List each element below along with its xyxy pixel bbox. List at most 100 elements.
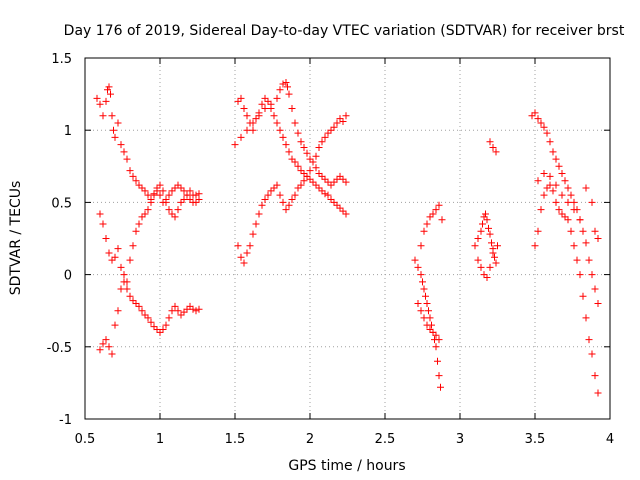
data-point <box>144 314 152 322</box>
data-point <box>192 198 200 206</box>
data-point <box>324 178 332 186</box>
data-point <box>237 94 245 102</box>
data-point <box>273 181 281 189</box>
data-point <box>117 263 125 271</box>
data-point <box>104 86 111 94</box>
data-point <box>114 307 122 315</box>
data-point <box>96 100 104 108</box>
data-point <box>315 184 323 192</box>
data-point <box>555 206 563 214</box>
data-point <box>312 164 320 172</box>
data-point <box>576 271 584 279</box>
data-point <box>105 83 113 91</box>
data-point <box>483 273 491 281</box>
data-point <box>315 170 323 178</box>
data-point <box>594 299 602 307</box>
data-point <box>339 175 347 183</box>
data-point <box>117 141 125 149</box>
data-point <box>270 112 278 120</box>
data-point <box>138 213 146 221</box>
data-point <box>477 227 485 235</box>
data-point <box>479 220 486 228</box>
data-point <box>153 184 161 192</box>
data-point <box>168 307 176 315</box>
data-point <box>189 305 197 313</box>
data-point <box>96 210 104 218</box>
data-point <box>138 184 146 192</box>
data-point <box>330 198 338 206</box>
data-point <box>129 242 137 250</box>
data-point <box>588 271 596 279</box>
data-point <box>120 148 128 156</box>
data-point <box>267 100 275 108</box>
data-point <box>330 123 338 131</box>
data-point <box>258 100 266 108</box>
data-point <box>531 109 539 117</box>
data-point <box>264 191 272 199</box>
data-point <box>177 311 185 319</box>
data-point <box>165 191 173 199</box>
data-point <box>342 178 350 186</box>
data-point <box>93 94 101 102</box>
data-point <box>552 198 560 206</box>
data-point <box>489 249 497 257</box>
data-point <box>165 314 173 322</box>
data-point <box>156 191 164 199</box>
data-point <box>117 285 125 293</box>
data-point <box>342 210 350 218</box>
data-point <box>123 285 131 293</box>
data-point <box>110 126 117 134</box>
data-point <box>231 141 239 149</box>
data-point <box>171 184 179 192</box>
data-point <box>321 133 329 141</box>
data-point <box>261 196 269 204</box>
data-point <box>327 196 335 204</box>
x-axis-label: GPS time / hours <box>288 458 405 474</box>
data-point <box>279 198 287 206</box>
data-point <box>339 207 347 215</box>
data-point <box>567 191 575 199</box>
data-point <box>240 259 248 267</box>
data-point <box>306 167 314 175</box>
data-point <box>564 216 572 224</box>
data-point <box>485 224 492 232</box>
data-point <box>543 184 551 192</box>
y-tick-label: 0 <box>64 269 72 284</box>
data-point <box>540 191 548 199</box>
data-point <box>414 263 422 271</box>
y-tick-label: -0.5 <box>47 341 72 356</box>
data-point <box>192 307 200 315</box>
data-point <box>312 152 320 160</box>
data-point <box>105 343 113 351</box>
data-point <box>279 133 287 141</box>
data-point <box>153 325 161 333</box>
data-point <box>195 305 203 313</box>
data-point <box>582 239 590 247</box>
data-point <box>180 196 188 204</box>
data-point <box>126 292 134 300</box>
data-point <box>303 172 311 180</box>
data-point <box>591 372 599 380</box>
data-point <box>558 170 566 178</box>
data-point <box>419 278 426 286</box>
data-point <box>147 318 155 326</box>
data-point <box>492 259 500 267</box>
data-point <box>285 90 293 98</box>
data-point <box>417 307 425 315</box>
data-point <box>132 227 140 235</box>
data-point <box>297 138 305 146</box>
data-point <box>432 206 440 214</box>
data-point <box>429 210 437 218</box>
data-point <box>423 299 431 307</box>
data-point <box>492 148 500 156</box>
data-point <box>249 119 257 127</box>
data-point <box>306 175 314 183</box>
data-point <box>555 162 563 170</box>
data-point <box>321 175 329 183</box>
data-point <box>321 190 329 198</box>
data-point <box>558 210 566 218</box>
data-point <box>570 198 578 206</box>
data-point <box>267 187 275 195</box>
data-point <box>576 216 584 224</box>
data-point <box>258 201 266 209</box>
